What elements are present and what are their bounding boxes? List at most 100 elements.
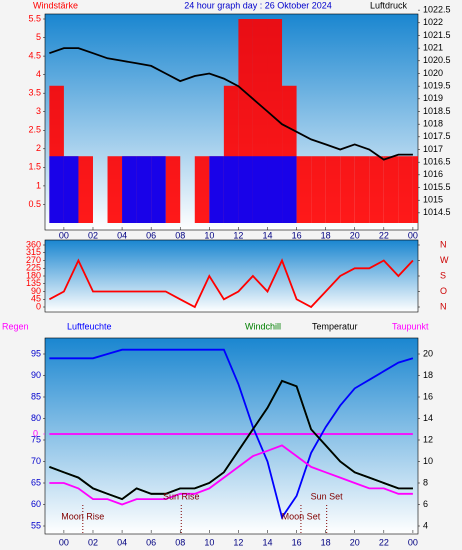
y-tick-label: 55 bbox=[31, 520, 41, 530]
y2-tick-label: O bbox=[440, 286, 447, 296]
legend-label: Luftfeuchte bbox=[67, 321, 112, 331]
legend-label: Regen bbox=[2, 321, 29, 331]
y-tick-label: 1.5 bbox=[28, 162, 41, 172]
wind-bar bbox=[49, 156, 64, 223]
y-tick-label: 5.5 bbox=[28, 13, 41, 23]
y2-tick-label: 1017 bbox=[423, 144, 443, 154]
wind-bar bbox=[209, 156, 224, 223]
wind-bar bbox=[398, 156, 413, 223]
x-tick-label: 06 bbox=[146, 230, 156, 240]
event-label: Sun Rise bbox=[163, 491, 200, 501]
x-tick-label: 14 bbox=[262, 537, 272, 547]
wind-bar bbox=[354, 156, 370, 223]
y2-tick-label: 1021.5 bbox=[423, 30, 451, 40]
x-tick-label: 02 bbox=[88, 537, 98, 547]
x-tick-label: 20 bbox=[350, 230, 360, 240]
wind-bar bbox=[369, 156, 384, 223]
y-tick-label: 90 bbox=[31, 286, 41, 296]
y2-tick-label: 1014.5 bbox=[423, 207, 451, 217]
legend-label: Windchill bbox=[245, 321, 281, 331]
y2-tick-label: W bbox=[440, 255, 449, 265]
wind-bar bbox=[340, 156, 355, 223]
legend-label: Taupunkt bbox=[392, 321, 429, 331]
y-tick-label: 0.5 bbox=[28, 199, 41, 209]
y-tick-label: 75 bbox=[31, 434, 41, 444]
wind-bar bbox=[223, 156, 239, 223]
y2-tick-label: 8 bbox=[423, 477, 428, 487]
legend-label: Temperatur bbox=[312, 321, 358, 331]
series-line bbox=[49, 47, 413, 161]
wind-bar bbox=[383, 156, 399, 223]
y2-tick-label: 1021 bbox=[423, 43, 443, 53]
y-tick-label: 80 bbox=[31, 413, 41, 423]
direction-panel bbox=[44, 239, 419, 313]
chart-title: 24 hour graph day : 26 Oktober 2024 bbox=[184, 0, 332, 10]
y2-tick-label: N bbox=[440, 239, 447, 249]
x-tick-label: 00 bbox=[408, 230, 418, 240]
y2-tick-label: 1022 bbox=[423, 17, 443, 27]
wind-bar bbox=[412, 156, 418, 223]
climate-panel bbox=[44, 337, 419, 535]
y-tick-label: 70 bbox=[31, 456, 41, 466]
x-tick-label: 10 bbox=[204, 537, 214, 547]
y2-tick-label: S bbox=[440, 270, 446, 280]
y-tick-label: 225 bbox=[26, 263, 41, 273]
y2-tick-label: 1015.5 bbox=[423, 182, 451, 192]
wind-bar bbox=[63, 156, 79, 223]
y2-tick-label: 4 bbox=[423, 520, 428, 530]
x-tick-label: 22 bbox=[379, 537, 389, 547]
y2-tick-label: 1016 bbox=[423, 169, 443, 179]
y-tick-label: 45 bbox=[31, 294, 41, 304]
y2-tick-label: 1017.5 bbox=[423, 131, 451, 141]
wind-bar bbox=[311, 156, 326, 223]
wind-bar bbox=[107, 156, 123, 223]
y2-tick-label: 1020.5 bbox=[423, 55, 451, 65]
x-tick-label: 00 bbox=[408, 537, 418, 547]
y2-tick-label: 1016.5 bbox=[423, 157, 451, 167]
x-tick-label: 08 bbox=[175, 537, 185, 547]
y-tick-label: 0 bbox=[36, 301, 41, 311]
wind-bar bbox=[78, 156, 93, 223]
y-tick-label: 180 bbox=[26, 270, 41, 280]
y-tick-label: 315 bbox=[26, 247, 41, 257]
y-tick-label: 4.5 bbox=[28, 50, 41, 60]
wind-bar bbox=[136, 156, 152, 223]
event-label: Sun Set bbox=[311, 491, 344, 501]
y2-tick-label: 18 bbox=[423, 370, 433, 380]
wind-bar bbox=[296, 156, 312, 223]
event-label: Moon Set bbox=[282, 511, 321, 521]
wind-bar bbox=[122, 156, 137, 223]
series-line bbox=[48, 258, 414, 309]
x-tick-label: 18 bbox=[321, 537, 331, 547]
x-tick-label: 10 bbox=[204, 230, 214, 240]
y2-tick-label: 1018 bbox=[423, 119, 443, 129]
x-tick-label: 16 bbox=[292, 537, 302, 547]
x-tick-label: 00 bbox=[59, 537, 69, 547]
event-label: Moon Rise bbox=[61, 511, 104, 521]
pressure-label: Luftdruck bbox=[370, 0, 408, 10]
wind-bar bbox=[151, 156, 166, 223]
rain-tick-label: 0 bbox=[33, 428, 38, 438]
y2-tick-label: 1019 bbox=[423, 93, 443, 103]
wind-bar bbox=[282, 156, 297, 223]
y-tick-label: 3 bbox=[36, 106, 41, 116]
x-tick-label: 14 bbox=[262, 230, 272, 240]
y-tick-label: 2.5 bbox=[28, 125, 41, 135]
y-tick-label: 65 bbox=[31, 477, 41, 487]
series-line bbox=[49, 444, 413, 506]
y-tick-label: 90 bbox=[31, 370, 41, 380]
y-tick-label: 4 bbox=[36, 69, 41, 79]
x-tick-label: 04 bbox=[117, 230, 127, 240]
x-tick-label: 02 bbox=[88, 230, 98, 240]
wind-bar bbox=[165, 156, 181, 223]
y2-tick-label: 10 bbox=[423, 456, 433, 466]
y-tick-label: 95 bbox=[31, 348, 41, 358]
x-tick-label: 00 bbox=[59, 230, 69, 240]
y-tick-label: 270 bbox=[26, 255, 41, 265]
y2-tick-label: 12 bbox=[423, 434, 433, 444]
y2-tick-label: 20 bbox=[423, 348, 433, 358]
wind-bar bbox=[325, 156, 341, 223]
x-tick-label: 16 bbox=[292, 230, 302, 240]
wind-bar bbox=[252, 156, 268, 223]
